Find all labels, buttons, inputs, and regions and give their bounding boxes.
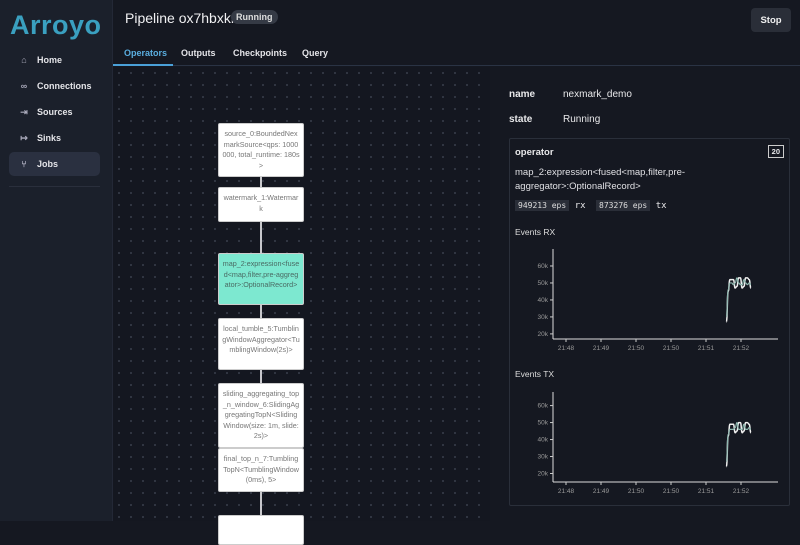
status-badge: Running: [231, 10, 278, 24]
graph-node[interactable]: source_0:BoundedNexmarkSource<qps: 10000…: [218, 123, 304, 177]
x-tick-label: 21:50: [663, 488, 680, 495]
stop-button[interactable]: Stop: [751, 8, 791, 32]
y-tick-label: 60k: [538, 403, 549, 410]
graph-edge: [260, 305, 262, 318]
logo[interactable]: Arroyo: [10, 10, 102, 40]
x-tick-label: 21:48: [558, 345, 575, 352]
graph-edge: [260, 222, 262, 253]
sign-out-icon: ↦: [20, 132, 28, 143]
y-tick-label: 40k: [538, 437, 549, 444]
x-tick-label: 21:51: [698, 488, 715, 495]
sidebar-item-label: Sinks: [37, 133, 62, 143]
y-tick-label: 50k: [538, 420, 549, 427]
x-tick-label: 21:49: [593, 488, 610, 495]
graph-node[interactable]: map_2:expression<fused<map,filter,pre-ag…: [218, 253, 304, 305]
x-tick-label: 21:50: [663, 345, 680, 352]
link-icon: ∞: [20, 81, 28, 91]
name-value: nexmark_demo: [563, 89, 632, 100]
x-tick-label: 21:52: [733, 345, 750, 352]
series-line-1: [725, 421, 752, 463]
sidebar-item-jobs[interactable]: ⑂ Jobs: [9, 152, 100, 176]
y-tick-label: 50k: [538, 280, 549, 287]
home-icon: ⌂: [21, 55, 27, 65]
rx-label: rx: [574, 201, 586, 211]
events-tx-chart: 20k 30k 40k 50k 60k 21:48 21:49 21:50 21:50 21:51…: [538, 392, 778, 495]
x-tick-label: 21:48: [558, 488, 575, 495]
state-value: Running: [563, 114, 601, 125]
y-tick-label: 40k: [538, 297, 549, 304]
operator-heading: operator: [515, 147, 554, 158]
sidebar-item-sources[interactable]: ⇥ Sources: [9, 100, 100, 124]
tab-checkpoints[interactable]: Checkpoints: [233, 48, 288, 58]
x-tick-label: 21:51: [698, 345, 715, 352]
graph-node[interactable]: final_top_n_7:TumblingTopN<TumblingWindo…: [218, 448, 304, 492]
name-label: name: [509, 89, 536, 100]
events-rx-chart: 20k 30k 40k 50k 60k 21:48 21:49 21:50 21:50 21:51…: [538, 249, 778, 352]
state-label: state: [509, 114, 533, 125]
page-title: Pipeline ox7hbxkn: [125, 10, 239, 26]
series-line-0: [725, 421, 752, 468]
chart-title-tx: Events TX: [515, 369, 555, 379]
y-tick-label: 30k: [538, 454, 549, 461]
chart-title-rx: Events RX: [515, 227, 556, 237]
sidebar-item-label: Home: [37, 55, 63, 65]
parallelism-badge: 20: [767, 145, 784, 158]
sidebar-item-connections[interactable]: ∞ Connections: [9, 74, 100, 98]
git-branch-icon: ⑂: [21, 159, 27, 169]
sidebar-item-sinks[interactable]: ↦ Sinks: [9, 126, 100, 150]
y-tick-label: 20k: [538, 471, 549, 478]
dataflow-graph[interactable]: source_0:BoundedNexmarkSource<qps: 10000…: [113, 67, 490, 545]
operator-name: map_2:expression<fused<map,filter,pre-ag…: [515, 167, 686, 192]
graph-edge: [260, 370, 262, 383]
graph-node[interactable]: local_tumble_5:TumblingWindowAggregator<…: [218, 318, 304, 370]
tab-bar: Operators Outputs Checkpoints Query: [113, 44, 800, 66]
tab-query[interactable]: Query: [302, 48, 329, 58]
tab-outputs[interactable]: Outputs: [181, 48, 216, 58]
divider: [9, 186, 100, 187]
graph-node[interactable]: [218, 515, 304, 545]
y-tick-label: 20k: [538, 331, 549, 338]
x-tick-label: 21:50: [628, 488, 645, 495]
graph-node[interactable]: watermark_1:Watermark: [218, 187, 304, 222]
graph-edge: [260, 492, 262, 515]
graph-node[interactable]: sliding_aggregating_top_n_window_6:Slidi…: [218, 383, 304, 448]
sidebar-item-label: Sources: [37, 107, 73, 117]
x-tick-label: 21:49: [593, 345, 610, 352]
tab-operators[interactable]: Operators: [124, 48, 168, 58]
rx-rate: 949213 eps: [515, 200, 570, 211]
sidebar: Arroyo ⌂ Home ∞ Connections ⇥ Sources ↦ Sinks ⑂ J…: [0, 0, 113, 521]
sidebar-item-label: Jobs: [37, 159, 59, 169]
graph-edge: [260, 177, 262, 187]
sign-in-icon: ⇥: [20, 106, 28, 117]
y-tick-label: 60k: [538, 263, 549, 270]
tx-rate: 873276 eps: [596, 200, 651, 211]
x-tick-label: 21:50: [628, 345, 645, 352]
y-tick-label: 30k: [538, 314, 549, 321]
operator-panel: operator 20 map_2:expression<fused<map,f…: [509, 138, 790, 506]
active-tab-indicator: [113, 64, 173, 66]
series-line-1: [725, 277, 752, 318]
tx-label: tx: [655, 201, 667, 211]
sidebar-item-label: Connections: [37, 81, 92, 91]
series-line-0: [725, 277, 752, 323]
sidebar-item-home[interactable]: ⌂ Home: [9, 48, 100, 72]
x-tick-label: 21:52: [733, 488, 750, 495]
